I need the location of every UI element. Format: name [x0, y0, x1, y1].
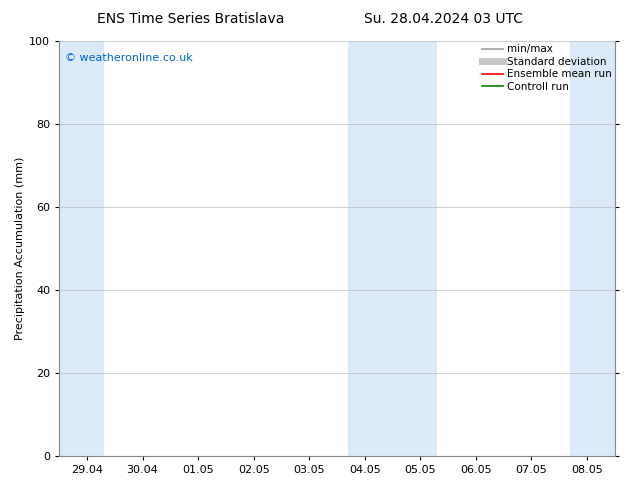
Text: ENS Time Series Bratislava: ENS Time Series Bratislava [96, 12, 284, 26]
Bar [571, 41, 615, 456]
Legend: min/max, Standard deviation, Ensemble mean run, Controll run: min/max, Standard deviation, Ensemble me… [482, 44, 612, 92]
Y-axis label: Precipitation Accumulation (mm): Precipitation Accumulation (mm) [15, 157, 25, 340]
Bar [59, 41, 103, 456]
Bar [348, 41, 437, 456]
Text: © weatheronline.co.uk: © weatheronline.co.uk [65, 53, 193, 64]
Text: Su. 28.04.2024 03 UTC: Su. 28.04.2024 03 UTC [365, 12, 523, 26]
